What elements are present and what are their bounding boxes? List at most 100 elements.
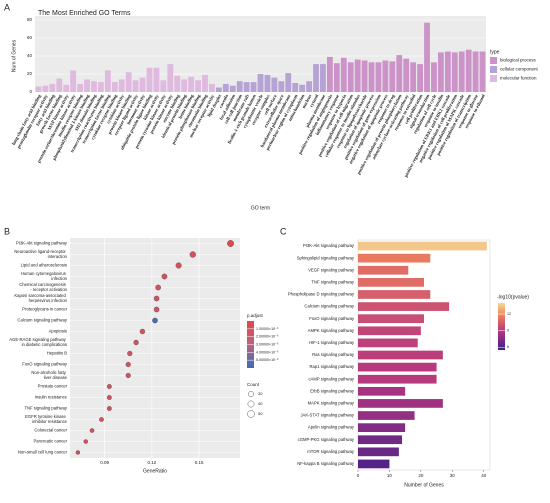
bar: [340, 57, 347, 92]
bar: [271, 77, 278, 92]
y-tick-label: Colorectal cancer: [34, 428, 67, 433]
y-tick-label: Ras signaling pathway: [312, 352, 355, 357]
bar: [181, 79, 188, 92]
bar: [326, 56, 333, 92]
y-tick-label: JAK-STAT signaling pathway: [300, 413, 354, 418]
bar: [257, 74, 264, 92]
bar: [229, 85, 236, 92]
bar: [358, 338, 418, 348]
y-tick-label: Apoptosis: [49, 329, 67, 334]
y-tick-label: Rap1 signaling pathway: [310, 364, 355, 369]
y-tick-label: Lipid and atherosclerosis: [21, 263, 67, 268]
dot: [152, 317, 158, 324]
size-legend-label: 30: [258, 391, 263, 396]
bar: [202, 74, 208, 92]
panel-label: A: [4, 2, 10, 12]
y-tick-label: EGFR tyrosine kinase inhibitor resistanc…: [25, 414, 68, 424]
bar: [358, 314, 424, 324]
bar: [125, 72, 132, 92]
bar: [299, 84, 306, 92]
colorbar-label: 12: [507, 312, 511, 316]
x-tick-label: cytosol: [309, 93, 320, 108]
chart-title: The Most Enriched GO Terms: [38, 10, 131, 17]
x-tick-label: 30: [450, 473, 456, 478]
y-tick-label: mTOR signaling pathway: [307, 449, 355, 454]
size-legend-label: 50: [258, 411, 263, 416]
panel-label: B: [4, 226, 10, 236]
bar: [358, 241, 487, 251]
bar: [358, 326, 421, 336]
x-tick-label: caveola: [218, 93, 230, 109]
bar: [347, 62, 354, 92]
x-axis-label: GeneRatio: [143, 468, 167, 474]
y-tick-label: 60: [27, 35, 33, 40]
y-tick-label: 40: [27, 53, 33, 58]
colorbar-label: 2.00000×10⁻⁶: [256, 335, 279, 339]
dot: [89, 428, 95, 433]
x-tick-label: 10: [387, 473, 393, 478]
y-tick-label: AGE-RAGE signaling pathway in diabetic c…: [9, 337, 67, 347]
bar: [70, 70, 77, 92]
bar: [358, 362, 437, 372]
dot: [125, 372, 131, 379]
y-tick-label: Calcium signaling pathway: [304, 304, 354, 309]
bar: [35, 86, 42, 92]
dot: [153, 306, 160, 313]
dot: [161, 273, 168, 280]
bar: [104, 70, 111, 92]
y-tick-label: HIF-1 signaling pathway: [309, 340, 355, 345]
bar: [358, 435, 402, 445]
bar: [382, 60, 389, 92]
bar: [250, 82, 257, 92]
bar: [153, 67, 160, 92]
legend-swatch: [490, 66, 497, 73]
x-tick-label: 20: [418, 473, 424, 478]
y-tick-label: 0: [29, 89, 32, 94]
bar: [195, 80, 201, 92]
bar: [358, 350, 443, 360]
y-tick-label: Sphingolipid signaling pathway: [297, 255, 355, 260]
bar: [139, 77, 146, 92]
bar: [431, 62, 437, 92]
bar: [215, 87, 222, 92]
colorbar-label: 5.00000×10⁻⁶: [256, 358, 279, 362]
bar: [358, 459, 390, 469]
y-tick-label: Pancreatic cancer: [33, 439, 67, 444]
bar: [146, 67, 153, 92]
bar: [118, 79, 125, 92]
bar: [368, 62, 375, 92]
y-tick-label: Non-small cell lung cancer: [18, 450, 68, 455]
bar: [389, 61, 396, 92]
bar: [358, 265, 409, 275]
bar: [403, 58, 410, 92]
bar: [306, 81, 312, 92]
x-axis-label: GO term: [251, 205, 270, 211]
dot: [155, 284, 161, 291]
bar: [98, 82, 104, 92]
bar: [77, 83, 84, 92]
bar: [243, 82, 250, 92]
plot-background: [70, 238, 240, 458]
bar: [458, 51, 465, 92]
bar: [358, 302, 450, 311]
dot: [175, 262, 182, 269]
bar: [358, 290, 431, 299]
bar: [56, 78, 63, 92]
bar: [444, 51, 451, 92]
y-tick-label: 20: [27, 71, 33, 76]
y-tick-label: VEGF signaling pathway: [308, 267, 355, 272]
dot: [189, 251, 196, 258]
bar: [209, 83, 215, 92]
bar: [174, 75, 181, 92]
bar: [472, 51, 479, 92]
y-tick-label: TNF signaling pathway: [311, 279, 354, 284]
y-tick-label: Prostate cancer: [38, 384, 68, 389]
bar: [396, 55, 403, 92]
size-legend-dot: [248, 391, 254, 397]
colorbar-label: 3.00000×10⁻⁶: [256, 342, 279, 346]
colorbar-label: 9: [507, 329, 509, 333]
colorbar-label: 4.00000×10⁻⁶: [256, 350, 279, 354]
legend-title: type: [490, 49, 500, 55]
bar: [188, 76, 195, 92]
